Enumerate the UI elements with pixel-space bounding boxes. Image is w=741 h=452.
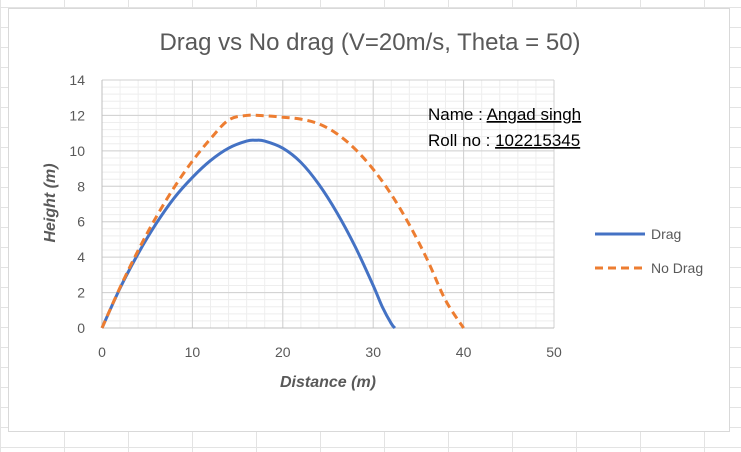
name-value: Angad singh xyxy=(487,105,582,124)
y-tick-label: 0 xyxy=(77,320,85,336)
x-tick-label: 40 xyxy=(456,344,472,360)
chart-area[interactable] xyxy=(8,8,730,432)
legend[interactable]: Drag No Drag xyxy=(595,226,703,276)
y-axis-title: Height (m) xyxy=(42,163,59,242)
plot-gridlines xyxy=(101,79,555,329)
series-line-drag xyxy=(100,138,397,330)
name-line: Name : Angad singh xyxy=(428,105,581,124)
x-tick-label: 50 xyxy=(546,344,562,360)
plot-axes xyxy=(101,80,554,329)
x-tick-label: 0 xyxy=(98,344,106,360)
y-tick-labels: 0 2 4 6 8 10 12 14 xyxy=(69,72,85,336)
series-line-no-drag xyxy=(100,113,465,329)
roll-value: 102215345 xyxy=(495,131,580,150)
series-lines xyxy=(100,113,465,330)
x-tick-label: 20 xyxy=(275,344,291,360)
chart-title: Drag vs No drag (V=20m/s, Theta = 50) xyxy=(159,29,580,56)
legend-label-drag: Drag xyxy=(651,226,681,242)
x-tick-label: 10 xyxy=(185,344,201,360)
x-axis-title: Distance (m) xyxy=(280,374,376,391)
y-tick-label: 10 xyxy=(69,143,85,159)
y-tick-label: 4 xyxy=(77,249,85,265)
legend-label-no-drag: No Drag xyxy=(651,260,703,276)
x-tick-labels: 0 10 20 30 40 50 xyxy=(98,344,562,360)
y-tick-label: 6 xyxy=(77,214,85,230)
roll-label: Roll no : xyxy=(428,131,495,150)
y-tick-label: 12 xyxy=(69,107,85,123)
name-label: Name : xyxy=(428,105,487,124)
student-annotation: Name : Angad singh Roll no : 102215345 xyxy=(428,105,581,150)
y-tick-label: 14 xyxy=(69,72,85,88)
y-tick-label: 2 xyxy=(77,285,85,301)
y-tick-label: 8 xyxy=(77,178,85,194)
roll-line: Roll no : 102215345 xyxy=(428,131,580,150)
x-tick-label: 30 xyxy=(365,344,381,360)
